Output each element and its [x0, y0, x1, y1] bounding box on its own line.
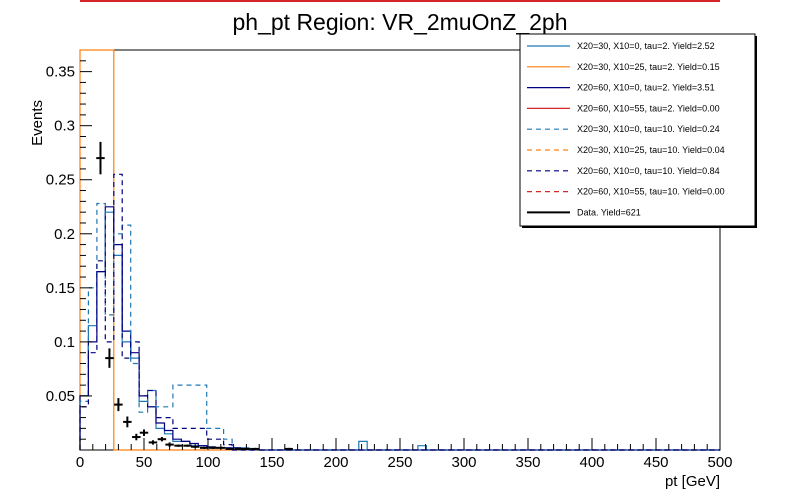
axis-layer: 0 50 100 150 200 250 300 350 400 450 500 0.05 0.1 0.1…	[46, 60, 733, 471]
x-tick-label: 400	[579, 454, 604, 471]
data-point-18	[251, 447, 260, 450]
x-tick-label: 150	[259, 454, 284, 471]
data-point-2	[114, 398, 123, 412]
x-tick-label: 500	[707, 454, 732, 471]
data-point-5	[139, 429, 149, 436]
data-point-4	[132, 433, 141, 441]
histogram-series-0	[79, 211, 720, 451]
histogram-series-2	[79, 206, 720, 451]
y-tick-label: 0.15	[46, 280, 75, 297]
legend-entry-0: X20=30, X10=0, tau=2. Yield=2.52	[527, 41, 715, 51]
y-tick-label: 0.05	[46, 388, 75, 405]
x-tick-label: 50	[136, 454, 153, 471]
legend-label: X20=30, X10=25, tau=2. Yield=0.15	[577, 62, 720, 72]
histogram-series-4	[79, 202, 720, 451]
x-tick-label: 100	[195, 454, 220, 471]
data-point-6	[148, 440, 158, 445]
legend-entry-8: Data. Yield=621	[527, 207, 641, 217]
data-point-9	[174, 444, 183, 447]
legend-entry-2: X20=60, X10=0, tau=2. Yield=3.51	[527, 83, 715, 93]
y-tick-label: 0.3	[54, 118, 75, 135]
data-point-1	[105, 348, 114, 368]
y-axis-title: Events	[29, 100, 46, 146]
legend-label: X20=60, X10=55, tau=2. Yield=0.00	[577, 103, 720, 113]
x-axis-title: pt [GeV]	[665, 473, 720, 490]
legend-label: X20=60, X10=55, tau=10. Yield=0.00	[577, 187, 725, 197]
x-tick-label: 0	[76, 454, 84, 471]
y-tick-label: 0.2	[54, 226, 75, 243]
data-point-3	[123, 416, 132, 428]
legend-label: X20=30, X10=25, tau=10. Yield=0.04	[577, 145, 725, 155]
legend-entry-1: X20=30, X10=25, tau=2. Yield=0.15	[527, 62, 720, 72]
y-tick-label: 0.35	[46, 64, 75, 81]
legend-box	[519, 33, 756, 227]
legend-entry-5: X20=30, X10=25, tau=10. Yield=0.04	[527, 145, 725, 155]
data-point-15	[225, 447, 234, 450]
legend-label: X20=30, X10=0, tau=2. Yield=2.52	[577, 41, 715, 51]
data-point-7	[157, 437, 167, 442]
legend-entry-6: X20=60, X10=0, tau=10. Yield=0.84	[527, 166, 720, 176]
data-point-16	[234, 447, 243, 450]
data-points-layer	[96, 141, 293, 450]
x-tick-label: 350	[515, 454, 540, 471]
data-point-0	[96, 141, 105, 175]
x-tick-label: 200	[323, 454, 348, 471]
legend-entry-4: X20=30, X10=0, tau=10. Yield=0.24	[527, 124, 720, 134]
y-tick-label: 0.25	[46, 172, 75, 189]
legend-label: X20=30, X10=0, tau=10. Yield=0.24	[577, 124, 720, 134]
chart-title: ph_pt Region: VR_2muOnZ_2ph	[233, 9, 568, 35]
data-point-12	[199, 446, 209, 449]
y-tick-label: 0.1	[54, 334, 75, 351]
legend: X20=30, X10=0, tau=2. Yield=2.52 X20=30, …	[519, 33, 757, 228]
data-point-10	[183, 444, 192, 447]
legend-label: X20=60, X10=0, tau=2. Yield=3.51	[577, 83, 715, 93]
legend-label: Data. Yield=621	[577, 207, 641, 217]
x-tick-label: 250	[387, 454, 412, 471]
histogram-layer	[79, 49, 720, 451]
legend-entry-7: X20=60, X10=55, tau=10. Yield=0.00	[527, 187, 725, 197]
histogram-series-6	[79, 173, 720, 451]
legend-label: X20=60, X10=0, tau=10. Yield=0.84	[577, 166, 720, 176]
x-tick-label: 300	[451, 454, 476, 471]
legend-entry-3: X20=60, X10=55, tau=2. Yield=0.00	[527, 103, 720, 113]
data-point-19	[284, 447, 293, 450]
x-tick-label: 450	[643, 454, 668, 471]
data-point-13	[208, 446, 218, 449]
